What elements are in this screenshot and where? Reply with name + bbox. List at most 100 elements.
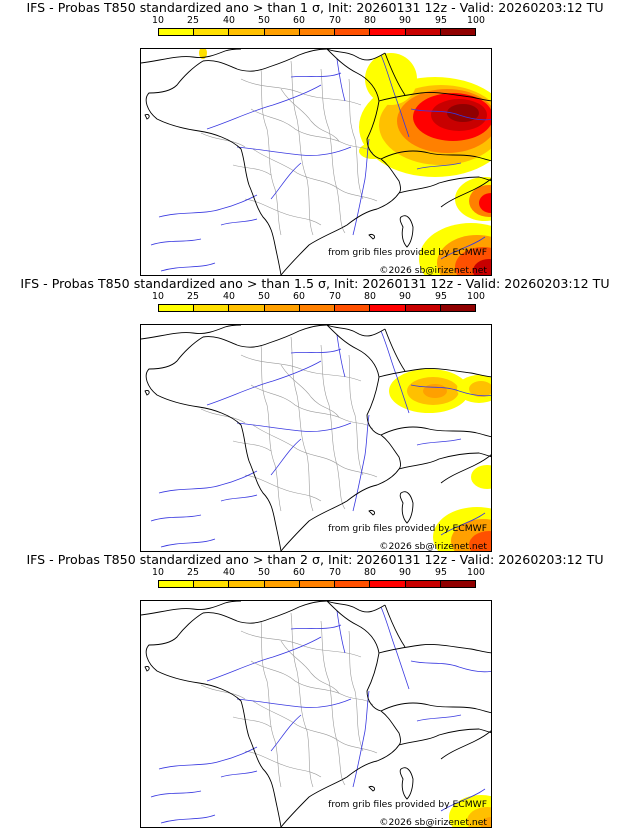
panel-title: IFS - Probas T850 standardized ano > tha… (26, 0, 604, 15)
probability-shading (389, 369, 491, 551)
color-scale-bar (158, 580, 476, 588)
prob-area (479, 193, 491, 213)
color-swatch (159, 581, 195, 587)
legend-tick: 25 (187, 15, 199, 26)
color-swatch (440, 29, 475, 35)
legend-tick: 40 (223, 291, 235, 302)
country-borders (141, 601, 491, 827)
color-swatch (229, 29, 265, 35)
color-swatch (299, 29, 336, 35)
source-credit: from grib files provided by ECMWF (328, 799, 487, 810)
map-panel-3: IFS - Probas T850 standardized ano > tha… (0, 552, 630, 828)
color-swatch (299, 581, 336, 587)
legend-tick: 25 (187, 291, 199, 302)
color-swatch (194, 305, 230, 311)
map-area: from grib files provided by ECMWF ©2026 … (140, 600, 492, 828)
admin-boundaries (200, 60, 378, 236)
color-swatch (264, 305, 300, 311)
probability-shading (449, 795, 491, 827)
color-swatch (159, 29, 195, 35)
legend-ticks: 10 25 40 50 60 70 80 90 95 100 (152, 15, 485, 28)
legend-tick: 25 (187, 567, 199, 578)
copyright-text: ©2026 sb@irizenet.net (379, 265, 487, 276)
source-credit: from grib files provided by ECMWF (328, 247, 487, 258)
legend-tick: 95 (435, 291, 447, 302)
legend-tick: 80 (364, 567, 376, 578)
panel-title: IFS - Probas T850 standardized ano > tha… (20, 276, 610, 291)
color-swatch (299, 305, 336, 311)
legend-ticks: 10 25 40 50 60 70 80 90 95 100 (152, 291, 485, 304)
legend-tick: 10 (152, 567, 164, 578)
rivers (150, 606, 491, 824)
prob-area (469, 381, 491, 397)
probability-shading (199, 49, 491, 275)
legend-tick: 50 (258, 15, 270, 26)
map-panel-2: IFS - Probas T850 standardized ano > tha… (0, 276, 630, 552)
legend-tick: 95 (435, 15, 447, 26)
map-panel-1: IFS - Probas T850 standardized ano > tha… (0, 0, 630, 276)
legend-tick: 80 (364, 291, 376, 302)
admin-boundaries (200, 612, 378, 788)
admin-boundaries (200, 336, 378, 512)
legend-tick: 90 (399, 567, 411, 578)
country-borders (141, 325, 491, 551)
color-swatch (370, 581, 406, 587)
prob-area (423, 384, 447, 398)
copyright-text: ©2026 sb@irizenet.net (379, 541, 487, 552)
color-swatch (159, 305, 195, 311)
color-swatch (370, 305, 406, 311)
legend-tick: 70 (329, 291, 341, 302)
color-scale-bar (158, 28, 476, 36)
prob-area (471, 465, 491, 489)
map-canvas (141, 49, 491, 275)
legend-tick: 100 (467, 567, 485, 578)
color-swatch (264, 581, 300, 587)
legend-tick: 100 (467, 291, 485, 302)
legend-tick: 40 (223, 15, 235, 26)
prob-area (365, 53, 417, 105)
color-scale-bar (158, 304, 476, 312)
legend-ticks: 10 25 40 50 60 70 80 90 95 100 (152, 567, 485, 580)
panel-title: IFS - Probas T850 standardized ano > tha… (26, 552, 604, 567)
color-swatch (229, 581, 265, 587)
map-area: from grib files provided by ECMWF ©2026 … (140, 48, 492, 276)
legend-tick: 95 (435, 567, 447, 578)
legend-tick: 70 (329, 567, 341, 578)
color-swatch (194, 29, 230, 35)
source-credit: from grib files provided by ECMWF (328, 523, 487, 534)
legend-tick: 60 (293, 567, 305, 578)
legend-tick: 10 (152, 291, 164, 302)
legend-tick: 40 (223, 567, 235, 578)
prob-area (481, 817, 491, 827)
color-swatch (440, 581, 475, 587)
prob-area (447, 104, 479, 122)
prob-area (359, 143, 387, 159)
color-swatch (335, 581, 371, 587)
color-swatch (405, 305, 441, 311)
legend-tick: 90 (399, 291, 411, 302)
legend-tick: 70 (329, 15, 341, 26)
legend-tick: 60 (293, 291, 305, 302)
legend-tick: 50 (258, 567, 270, 578)
color-swatch (335, 29, 371, 35)
color-swatch (370, 29, 406, 35)
legend-tick: 50 (258, 291, 270, 302)
prob-area (469, 531, 491, 551)
color-swatch (194, 581, 230, 587)
legend-tick: 60 (293, 15, 305, 26)
legend-tick: 80 (364, 15, 376, 26)
prob-area (199, 49, 207, 59)
legend-tick: 10 (152, 15, 164, 26)
legend-tick: 100 (467, 15, 485, 26)
map-area: from grib files provided by ECMWF ©2026 … (140, 324, 492, 552)
color-swatch (405, 581, 441, 587)
color-swatch (264, 29, 300, 35)
map-canvas (141, 325, 491, 551)
legend-tick: 90 (399, 15, 411, 26)
color-swatch (335, 305, 371, 311)
color-swatch (440, 305, 475, 311)
color-swatch (405, 29, 441, 35)
map-canvas (141, 601, 491, 827)
rivers (150, 330, 491, 548)
copyright-text: ©2026 sb@irizenet.net (379, 817, 487, 828)
